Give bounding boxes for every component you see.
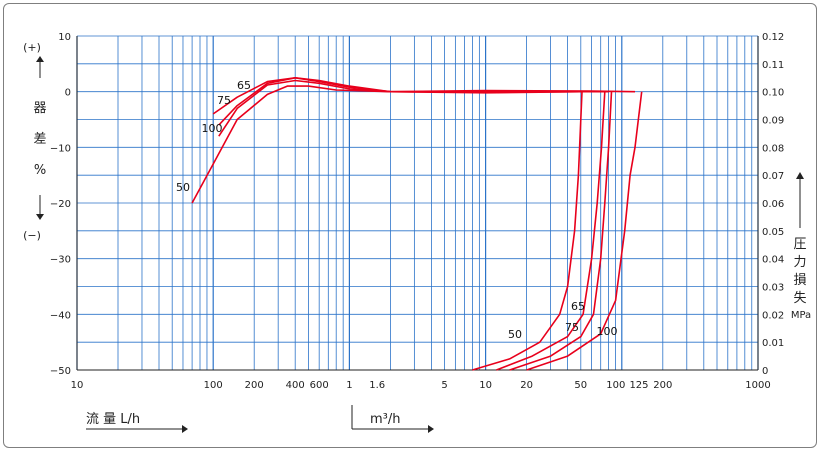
series-labels: 50 75 65 100 50 75 65 100 xyxy=(176,79,618,341)
series-label-50: 50 xyxy=(508,328,522,341)
right-tick-label: 0.09 xyxy=(762,116,784,127)
series-lines xyxy=(191,77,643,371)
series-line-100-right xyxy=(526,91,643,371)
x-tick-label: 1000 xyxy=(745,380,770,391)
right-tick-label: 0.07 xyxy=(762,171,784,182)
left-tick-label: 10 xyxy=(58,32,71,43)
x-tick-label: 1.6 xyxy=(369,380,385,391)
series-label-75: 75 xyxy=(217,94,231,107)
x-label-lh: 流 量 L/h xyxy=(86,412,140,427)
x-tick-label: 200 xyxy=(245,380,264,391)
left-tick-label: −10 xyxy=(50,143,71,154)
right-axis-label-char: 失 xyxy=(793,291,806,306)
right-tick-label: 0.06 xyxy=(762,199,784,210)
series-line-75-right xyxy=(509,91,613,371)
series-label-100: 100 xyxy=(202,122,223,135)
chart-frame xyxy=(3,3,817,448)
series-line-50-left xyxy=(191,85,581,204)
x-tick-label: 5 xyxy=(441,380,447,391)
left-tick-label: −40 xyxy=(50,310,71,321)
series-line-65-right xyxy=(496,91,606,371)
right-tick-label: 0.12 xyxy=(762,32,784,43)
right-tick-label: 0.04 xyxy=(762,255,784,266)
x-label-m3h: m³/h xyxy=(370,412,401,427)
x-tick-label: 200 xyxy=(653,380,672,391)
grid xyxy=(76,35,759,371)
arrow-right-icon xyxy=(182,425,188,433)
x-tick-label: 125 xyxy=(629,380,648,391)
x-tick-label: 20 xyxy=(520,380,533,391)
series-label-50: 50 xyxy=(176,181,190,194)
left-tick-label: −30 xyxy=(50,255,71,266)
right-tick-label: 0 xyxy=(762,366,768,377)
x-tick-label: 10 xyxy=(479,380,492,391)
x-tick-label: 10 xyxy=(71,380,84,391)
x-tick-label: 100 xyxy=(204,380,223,391)
left-axis-plus: (+) xyxy=(23,41,41,54)
left-axis-label-char: 差 xyxy=(33,132,46,147)
series-label-75: 75 xyxy=(565,321,579,334)
x-tick-label: 100 xyxy=(606,380,625,391)
right-tick-label: 0.10 xyxy=(762,88,784,99)
left-axis-minus: (−) xyxy=(23,229,41,242)
x-tick-label: 600 xyxy=(310,380,329,391)
series-label-65: 65 xyxy=(571,300,585,313)
x-tick-label: 1 xyxy=(346,380,352,391)
x-tick-label: 400 xyxy=(286,380,305,391)
arrow-right-icon xyxy=(428,425,434,433)
down-arrow-icon xyxy=(36,214,44,220)
right-axis-label-char: 圧 xyxy=(793,237,806,252)
left-axis-label-char: 器 xyxy=(33,101,46,116)
x-tick-label: 50 xyxy=(574,380,587,391)
right-up-arrow-icon xyxy=(796,172,804,179)
left-tick-label: −50 xyxy=(50,366,71,377)
series-line-100-left xyxy=(218,79,636,137)
left-tick-label: −20 xyxy=(50,199,71,210)
right-tick-label: 0.08 xyxy=(762,143,784,154)
tick-labels: 100−10−20−30−40−500.120.110.100.090.080.… xyxy=(50,32,784,391)
right-axis-label-char: 損 xyxy=(793,273,806,288)
right-axis-label-char: 力 xyxy=(793,255,806,270)
series-label-65: 65 xyxy=(237,79,251,92)
series-line-75-left xyxy=(218,77,609,126)
right-tick-label: 0.05 xyxy=(762,227,784,238)
right-tick-label: 0.11 xyxy=(762,60,784,71)
up-arrow-icon xyxy=(36,56,44,62)
left-axis-label-char: % xyxy=(34,163,46,178)
right-tick-label: 0.01 xyxy=(762,338,784,349)
series-label-100: 100 xyxy=(597,325,618,338)
left-tick-label: 0 xyxy=(65,88,71,99)
series-line-50-right xyxy=(472,91,583,371)
right-tick-label: 0.02 xyxy=(762,310,784,321)
right-tick-label: 0.03 xyxy=(762,283,784,294)
right-axis-unit: MPa xyxy=(791,310,811,321)
